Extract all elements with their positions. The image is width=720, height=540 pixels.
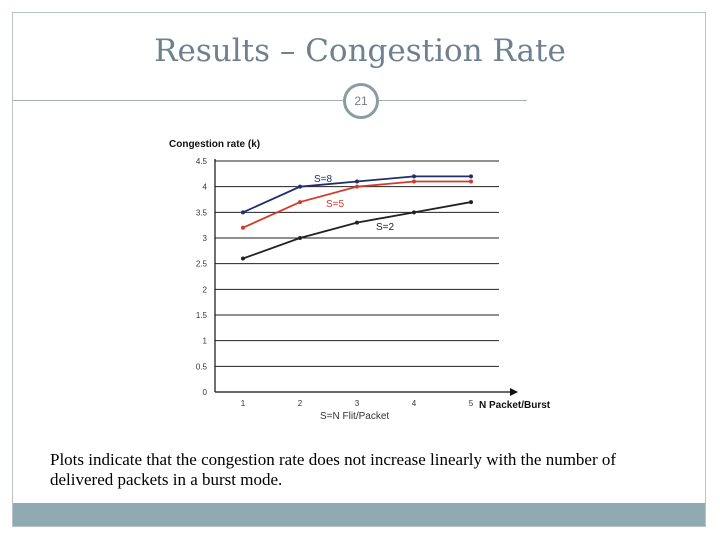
y-axis-label: Congestion rate (k)	[169, 139, 260, 150]
title-rule-left	[13, 100, 343, 101]
y-tick-label: 2	[203, 285, 208, 294]
data-point	[355, 184, 359, 189]
y-tick-label: 1.5	[196, 311, 208, 320]
data-point	[469, 200, 473, 205]
y-tick-label: 3	[203, 234, 208, 243]
data-point	[298, 236, 302, 240]
slide-frame	[12, 12, 706, 527]
slide-caption: Plots indicate that the congestion rate …	[50, 450, 617, 489]
x-tick-labels: 1 2 3 4 5	[241, 399, 474, 408]
data-point	[355, 179, 359, 184]
data-point	[241, 210, 245, 215]
y-tick-label: 0	[203, 388, 208, 397]
x-tick-label: 4	[412, 399, 417, 408]
y-tick-label: 1	[203, 337, 208, 346]
series-0	[241, 174, 473, 215]
x-axis-arrow	[510, 388, 518, 396]
series-2	[241, 200, 473, 261]
y-tick-label: 4	[203, 183, 208, 192]
series-lines	[241, 174, 473, 261]
series-1	[241, 179, 473, 230]
data-point	[241, 256, 245, 261]
x-tick-label: 2	[298, 399, 303, 408]
data-point	[298, 200, 302, 205]
data-point	[469, 179, 473, 184]
data-point	[412, 179, 416, 184]
x-tick-label: 1	[241, 399, 246, 408]
data-point	[241, 225, 245, 230]
series-line	[242, 201, 472, 260]
data-point	[412, 174, 416, 179]
gridlines	[215, 160, 499, 367]
series-label-s5: S=5	[326, 199, 345, 210]
series-label-s8: S=8	[314, 174, 333, 185]
axes	[214, 159, 518, 396]
slide-number: 21	[343, 83, 379, 119]
x-tick-label: 3	[355, 399, 360, 408]
data-point	[355, 220, 359, 225]
footer-bar	[13, 503, 705, 526]
x-axis-label: N Packet/Burst	[479, 400, 551, 411]
y-tick-label: 4.5	[196, 157, 208, 166]
y-tick-label: 0.5	[196, 362, 208, 371]
data-point	[298, 184, 302, 189]
data-point	[469, 174, 473, 179]
congestion-rate-chart: Congestion rate (k) 0 0.5 1 1.5 2 2.5 3 3.5 4 4.5…	[169, 139, 551, 422]
title-rule-right	[379, 100, 527, 101]
y-tick-label: 2.5	[196, 260, 208, 269]
y-tick-labels: 0 0.5 1 1.5 2 2.5 3 3.5 4 4.5	[196, 157, 208, 397]
x-axis-sublabel: S=N Flit/Packet	[320, 411, 389, 422]
data-point	[412, 210, 416, 215]
slide-title: Results – Congestion Rate	[154, 33, 566, 69]
y-tick-label: 3.5	[196, 208, 208, 217]
x-tick-label: 5	[469, 399, 474, 408]
series-label-s2: S=2	[376, 222, 395, 233]
